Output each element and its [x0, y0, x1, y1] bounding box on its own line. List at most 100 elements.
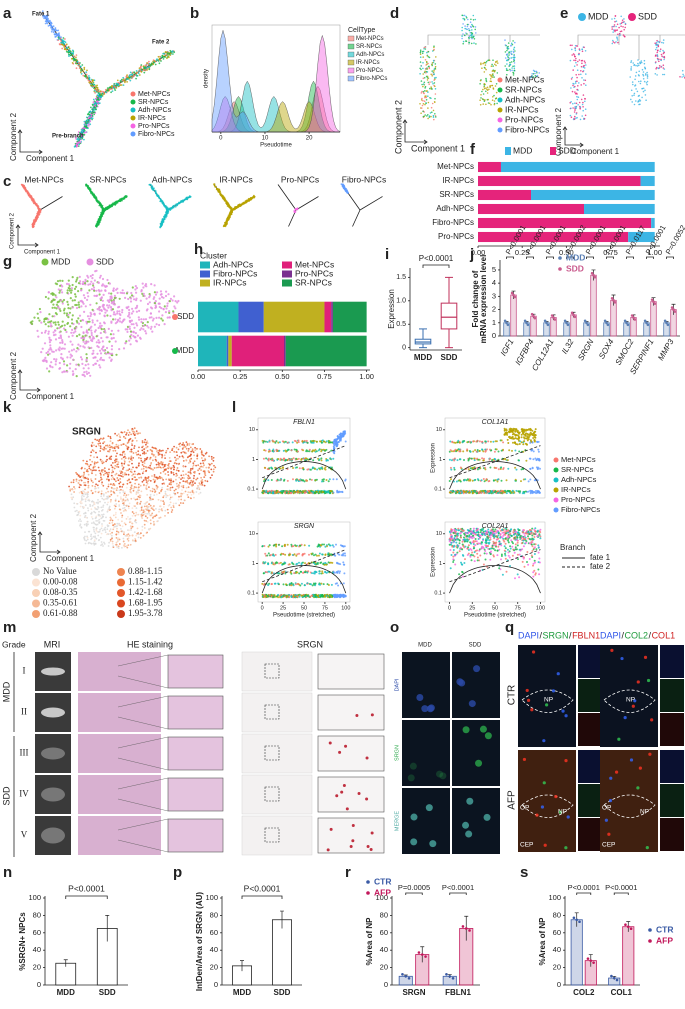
cell-dot	[621, 19, 624, 22]
cell-dot	[51, 29, 54, 31]
cell-dot	[581, 48, 584, 51]
cell-dot	[100, 495, 103, 498]
cell-dot	[56, 280, 60, 283]
cell-dot	[80, 135, 83, 138]
cell-dot	[426, 71, 429, 73]
cell-dot	[422, 83, 425, 85]
cell-dot	[122, 504, 125, 507]
cell-dot	[97, 341, 101, 344]
bar-segment	[478, 203, 585, 215]
cell-dot	[172, 53, 174, 55]
cell-dot	[579, 118, 582, 121]
cell-dot	[617, 41, 619, 44]
cell-dot	[617, 33, 619, 36]
cell-dot	[483, 83, 486, 85]
cell-dot	[584, 114, 587, 117]
cell-dot	[424, 96, 426, 99]
cell-dot	[110, 474, 113, 477]
cell-dot	[98, 469, 101, 472]
cell-dot	[229, 206, 232, 208]
cell-dot	[55, 358, 58, 361]
cell-dot	[33, 316, 36, 319]
cell-dot	[157, 451, 160, 454]
cell-dot	[167, 293, 170, 296]
cell-dot	[133, 298, 136, 301]
legend-swatch	[347, 43, 355, 50]
cell-dot	[496, 102, 498, 105]
cell-dot	[149, 504, 152, 507]
cell-dot	[221, 194, 224, 197]
cell-dot	[70, 54, 72, 57]
cell-dot	[489, 80, 492, 82]
cell-dot	[71, 373, 75, 376]
category-label: IR-NPCs	[442, 176, 474, 185]
cell-dot	[662, 39, 665, 41]
cell-dot	[61, 324, 64, 327]
cell-dot	[152, 317, 155, 320]
cell-dot	[98, 480, 100, 483]
cell-dot	[61, 300, 64, 303]
cell-dot	[149, 327, 152, 330]
cell-dot	[172, 310, 175, 313]
cell-dot	[98, 95, 100, 98]
cell-dot	[60, 36, 62, 39]
cell-dot	[426, 55, 429, 57]
cell-dot	[64, 41, 67, 44]
cell-dot	[80, 289, 83, 292]
cell-dot	[482, 93, 485, 95]
cell-dot	[159, 55, 162, 58]
legend-swatch	[497, 97, 503, 103]
cell-dot	[198, 493, 200, 495]
cell-dot	[620, 15, 622, 18]
density-curve	[211, 29, 340, 133]
category-swatch	[172, 348, 178, 354]
cell-dot	[198, 467, 201, 470]
cell-dot	[493, 94, 495, 97]
legend-label: MDD	[513, 145, 532, 155]
cell-dot	[82, 280, 85, 283]
cell-dot	[152, 189, 155, 191]
cell-dot	[122, 347, 126, 350]
cell-dot	[495, 91, 498, 94]
cell-dot	[215, 188, 218, 191]
cell-dot	[146, 302, 150, 306]
cell-dot	[656, 51, 658, 54]
cell-dot	[42, 14, 44, 17]
cell-dot	[175, 482, 178, 485]
cell-dot	[112, 545, 115, 547]
cell-dot	[420, 107, 423, 109]
cell-dot	[62, 360, 66, 363]
cell-dot	[465, 28, 468, 30]
cell-dot	[573, 59, 575, 62]
cell-dot	[110, 337, 113, 340]
category-label: MDD	[414, 353, 432, 362]
cell-dot	[226, 218, 229, 221]
cell-dot	[505, 59, 508, 62]
cell-dot	[512, 50, 515, 53]
cell-dot	[73, 287, 77, 290]
cell-dot	[185, 441, 188, 444]
cell-dot	[48, 370, 51, 373]
cell-dot	[82, 340, 85, 343]
cell-dot	[657, 49, 659, 51]
cell-dot	[612, 25, 614, 28]
cell-dot	[130, 529, 132, 531]
cell-dot	[99, 442, 101, 445]
cell-dot	[87, 509, 90, 512]
cell-dot	[154, 300, 157, 303]
replicate-dot	[666, 323, 670, 327]
cell-dot	[424, 59, 427, 61]
cell-dot	[99, 458, 102, 461]
cell-dot	[612, 31, 614, 33]
cell-dot	[86, 69, 88, 72]
cell-dot	[434, 65, 437, 68]
cell-dot	[92, 282, 95, 285]
x-tick-label: 20	[306, 136, 313, 142]
cell-dot	[61, 39, 64, 42]
cell-dot	[182, 442, 185, 444]
cell-dot	[642, 78, 645, 80]
cell-dot	[67, 46, 70, 49]
panel-letter: c	[3, 173, 11, 190]
cell-dot	[429, 87, 431, 90]
cell-dot	[640, 80, 642, 82]
